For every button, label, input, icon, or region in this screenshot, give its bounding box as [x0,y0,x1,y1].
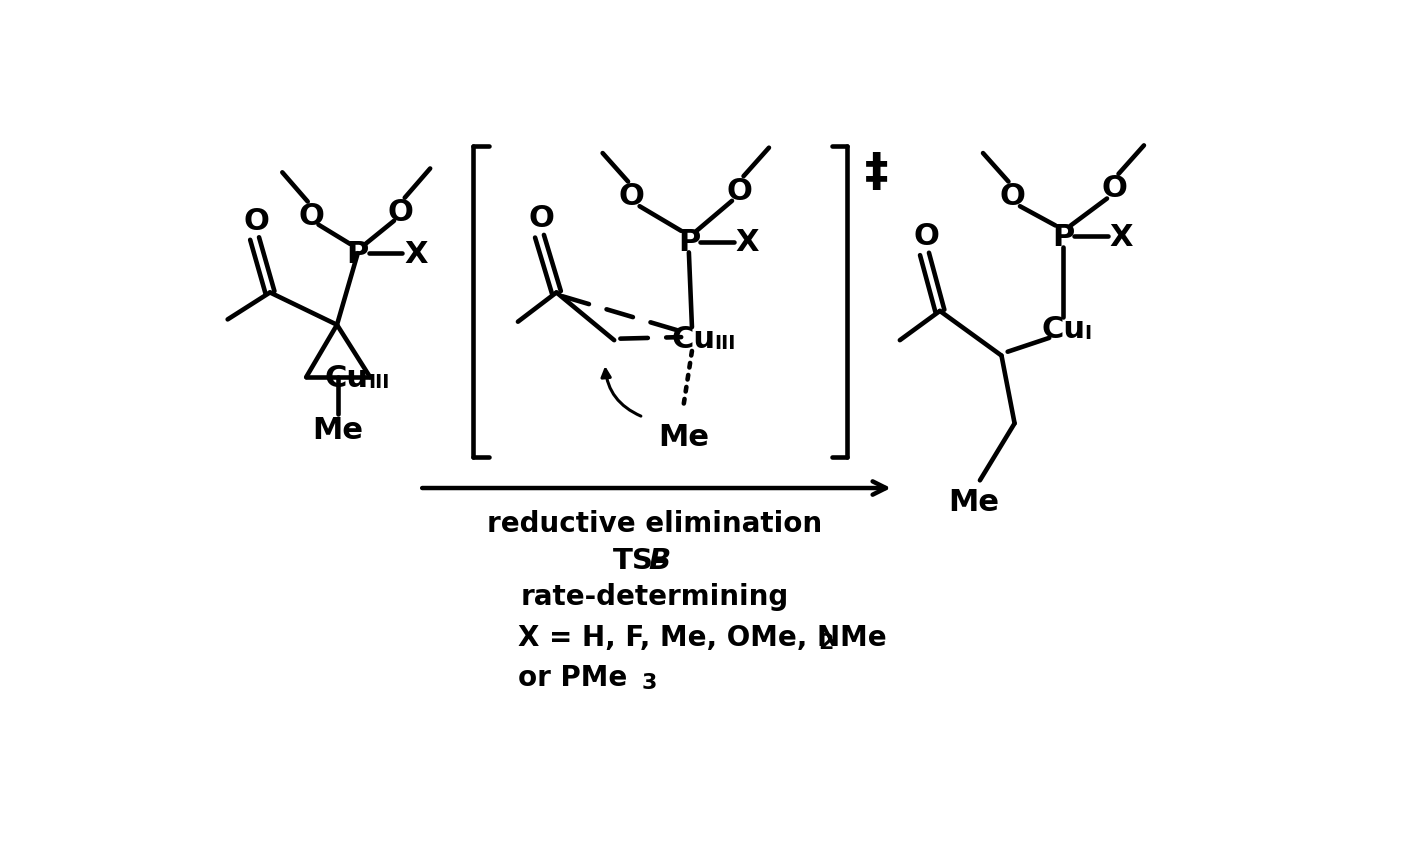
Text: 2: 2 [818,632,833,653]
Text: III: III [368,372,389,392]
Text: X: X [736,228,759,257]
Text: rate-determining: rate-determining [521,582,790,610]
Text: X: X [405,240,429,269]
Text: O: O [999,182,1026,211]
Text: X = H, F, Me, OMe, NMe: X = H, F, Me, OMe, NMe [518,624,887,652]
Text: Cu: Cu [325,363,370,392]
Text: 3: 3 [641,672,656,693]
Text: P: P [347,240,370,269]
Text: III: III [714,334,736,353]
Text: O: O [726,177,753,206]
Text: Cu: Cu [1041,315,1085,344]
Text: O: O [1102,174,1128,203]
Text: P: P [1052,223,1075,252]
Text: O: O [243,206,270,235]
Text: P: P [677,228,700,257]
Text: O: O [620,182,645,211]
Text: O: O [913,222,939,251]
Text: O: O [299,201,325,230]
Text: TS-: TS- [613,547,666,575]
Text: I: I [1083,324,1092,343]
Text: reductive elimination: reductive elimination [488,510,822,537]
Text: O: O [528,204,554,233]
Text: O: O [388,198,414,227]
Text: Me: Me [948,488,999,517]
Text: ‡: ‡ [864,151,888,195]
Text: or PMe: or PMe [518,664,627,692]
Text: B: B [649,547,672,575]
Text: Cu: Cu [672,325,715,354]
Text: Me: Me [312,415,364,444]
Text: X: X [1110,223,1134,252]
Text: Me: Me [658,422,710,451]
